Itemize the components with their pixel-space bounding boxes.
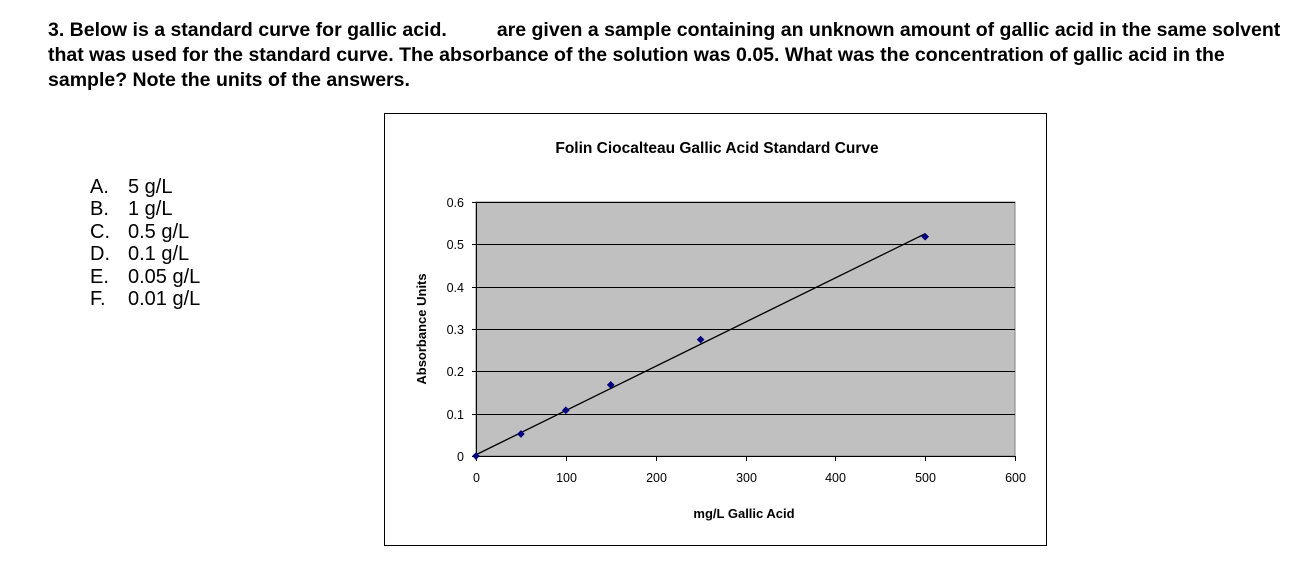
option-letter: E. (90, 265, 109, 288)
option-text: 1 g/L (128, 198, 173, 221)
x-tick-label: 100 (556, 471, 577, 485)
option-c: C. 0.5 g/L (90, 221, 200, 243)
y-tick-label: 0.5 (447, 238, 464, 252)
option-letter: A. (90, 176, 109, 198)
x-tick-label: 0 (473, 471, 480, 485)
option-b: B. 1 g/L (90, 198, 200, 220)
y-tick-label: 0.3 (447, 323, 464, 337)
option-text: 5 g/L (128, 176, 173, 198)
question-text-part-1: 3. Below is a standard curve for gallic … (48, 19, 447, 41)
y-axis-label: Absorbance Units (414, 273, 429, 384)
option-letter: B. (90, 198, 109, 221)
x-tick-label: 400 (825, 471, 846, 485)
option-letter: F. (90, 287, 106, 310)
question-text: 3. Below is a standard curve for gallic … (48, 18, 1283, 93)
x-tick-label: 300 (736, 471, 757, 485)
option-text: 0.01 g/L (128, 287, 201, 310)
option-letter: C. (90, 220, 110, 243)
chart-frame: Folin Ciocalteau Gallic Acid Standard Cu… (384, 113, 1047, 546)
data-point (921, 232, 930, 241)
y-tick-label: 0.4 (447, 281, 464, 295)
chart-title: Folin Ciocalteau Gallic Acid Standard Cu… (555, 140, 879, 157)
data-point (606, 380, 615, 389)
option-a: A. 5 g/L (90, 176, 200, 198)
option-text: 0.1 g/L (128, 243, 190, 266)
option-d: D. 0.1 g/L (90, 243, 200, 265)
data-point (516, 430, 525, 438)
option-e: E. 0.05 g/L (90, 266, 200, 288)
data-point (561, 406, 570, 415)
answer-options: A. 5 g/L B. 1 g/L C. 0.5 g/L D. 0.1 g/L E. 0.… (90, 176, 200, 310)
x-tick-label: 500 (915, 471, 936, 485)
x-tick-label: 600 (1005, 471, 1026, 485)
question-text-part-2: are given a sample containing an unknown… (48, 19, 1281, 91)
y-tick-label: 0 (457, 450, 464, 464)
option-text: 0.05 g/L (128, 265, 201, 288)
option-letter: D. (90, 243, 110, 266)
x-axis-label: mg/L Gallic Acid (693, 506, 794, 521)
data-point (696, 335, 705, 344)
standard-curve-chart: Folin Ciocalteau Gallic Acid Standard Cu… (414, 140, 1026, 521)
data-point (472, 452, 480, 460)
x-tick-label: 200 (646, 471, 667, 485)
trendline (475, 233, 926, 456)
option-f: F. 0.01 g/L (90, 288, 200, 310)
y-tick-label: 0.6 (447, 196, 464, 210)
y-tick-label: 0.1 (447, 408, 464, 422)
y-tick-label: 0.2 (447, 365, 464, 379)
option-text: 0.5 g/L (128, 220, 190, 243)
